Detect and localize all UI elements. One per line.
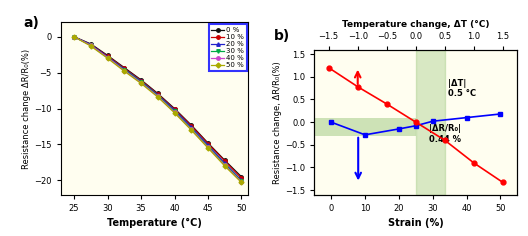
10 % xyxy=(71,35,77,38)
30 % xyxy=(88,44,94,47)
Y-axis label: Resistance change ΔR/R₀(%): Resistance change ΔR/R₀(%) xyxy=(22,48,31,169)
40 % xyxy=(121,69,127,72)
Text: |ΔT|
0.5 °C: |ΔT| 0.5 °C xyxy=(448,79,476,98)
Bar xyxy=(314,118,416,136)
50 % xyxy=(222,164,228,167)
30 % xyxy=(105,56,111,59)
40 % xyxy=(138,81,144,84)
0 % xyxy=(222,159,228,162)
10 % xyxy=(88,43,94,46)
40 % xyxy=(155,95,161,98)
Line: 30 %: 30 % xyxy=(72,35,243,183)
Y-axis label: Resistance change, ΔR/R₀(%): Resistance change, ΔR/R₀(%) xyxy=(273,61,282,184)
50 % xyxy=(238,181,244,184)
Text: a): a) xyxy=(23,16,39,30)
20 % xyxy=(121,68,127,71)
Legend: 0 %, 10 %, 20 %, 30 %, 40 %, 50 %: 0 %, 10 %, 20 %, 30 %, 40 %, 50 % xyxy=(209,24,247,71)
40 % xyxy=(188,128,194,131)
50 % xyxy=(105,57,111,60)
10 % xyxy=(205,142,211,145)
40 % xyxy=(172,111,178,114)
10 % xyxy=(172,108,178,111)
Text: b): b) xyxy=(274,29,290,43)
Text: |ΔR/R₀|
0.44 %: |ΔR/R₀| 0.44 % xyxy=(429,124,461,144)
20 % xyxy=(238,179,244,182)
10 % xyxy=(105,55,111,58)
0 % xyxy=(88,42,94,45)
20 % xyxy=(138,80,144,83)
50 % xyxy=(188,129,194,131)
20 % xyxy=(105,55,111,58)
10 % xyxy=(155,93,161,96)
0 % xyxy=(71,35,77,38)
Line: 40 %: 40 % xyxy=(72,35,243,184)
40 % xyxy=(105,56,111,59)
20 % xyxy=(155,93,161,96)
30 % xyxy=(205,145,211,148)
50 % xyxy=(121,70,127,73)
30 % xyxy=(71,35,77,38)
Line: 50 %: 50 % xyxy=(72,35,243,184)
Line: 0 %: 0 % xyxy=(72,35,243,178)
50 % xyxy=(205,147,211,149)
10 % xyxy=(138,79,144,82)
10 % xyxy=(222,160,228,162)
50 % xyxy=(138,82,144,85)
30 % xyxy=(188,127,194,130)
0 % xyxy=(172,107,178,110)
20 % xyxy=(205,144,211,147)
50 % xyxy=(172,111,178,114)
10 % xyxy=(188,124,194,127)
30 % xyxy=(155,94,161,97)
0 % xyxy=(138,78,144,81)
50 % xyxy=(88,45,94,47)
0 % xyxy=(205,142,211,144)
Bar xyxy=(416,50,445,195)
40 % xyxy=(205,146,211,149)
0 % xyxy=(121,66,127,69)
40 % xyxy=(71,35,77,38)
50 % xyxy=(155,96,161,98)
0 % xyxy=(238,175,244,178)
30 % xyxy=(121,68,127,71)
10 % xyxy=(121,67,127,70)
Line: 10 %: 10 % xyxy=(72,35,243,180)
X-axis label: Strain (%): Strain (%) xyxy=(388,218,444,228)
Line: 20 %: 20 % xyxy=(72,35,243,182)
20 % xyxy=(71,35,77,38)
30 % xyxy=(238,180,244,182)
20 % xyxy=(172,109,178,111)
20 % xyxy=(88,43,94,46)
0 % xyxy=(155,92,161,95)
0 % xyxy=(105,54,111,57)
30 % xyxy=(138,80,144,83)
30 % xyxy=(222,163,228,166)
40 % xyxy=(238,180,244,183)
30 % xyxy=(172,110,178,113)
20 % xyxy=(188,126,194,129)
40 % xyxy=(222,164,228,167)
X-axis label: Temperature change, ΔT (°C): Temperature change, ΔT (°C) xyxy=(342,20,489,29)
0 % xyxy=(188,124,194,126)
40 % xyxy=(88,44,94,47)
20 % xyxy=(222,162,228,164)
10 % xyxy=(238,177,244,180)
50 % xyxy=(71,35,77,38)
X-axis label: Temperature (°C): Temperature (°C) xyxy=(107,218,202,228)
